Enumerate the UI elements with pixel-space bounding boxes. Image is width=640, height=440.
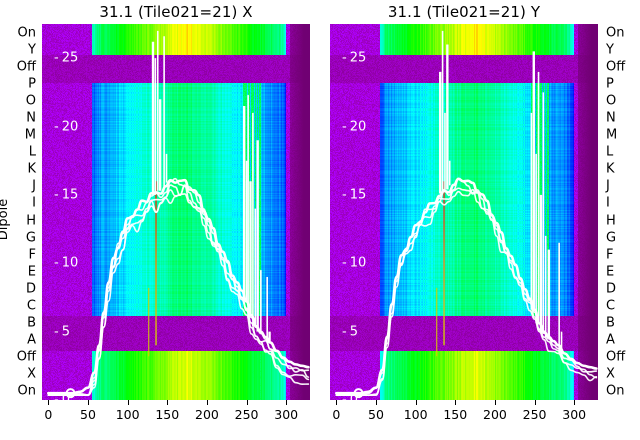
- category-tick-right-10: I: [606, 195, 610, 211]
- category-tick-left-4: O: [25, 93, 36, 109]
- x-tick-mark-0: [48, 400, 50, 405]
- x-tick-mark-50: [87, 400, 89, 405]
- category-tick-left-6: M: [24, 127, 36, 143]
- panel-title-y: 31.1 (Tile021=21) Y: [387, 3, 541, 21]
- x-tick-mark-150: [455, 400, 457, 405]
- category-tick-right-8: K: [606, 161, 615, 177]
- category-tick-left-5: N: [26, 110, 36, 126]
- x-tick-mark-0: [336, 400, 338, 405]
- category-tick-right-16: C: [606, 298, 616, 314]
- x-tick-label-150: 150: [443, 407, 468, 422]
- x-tick-mark-300: [286, 400, 288, 405]
- profile-trace: [335, 188, 598, 397]
- category-tick-right-17: B: [606, 315, 615, 331]
- profile-curve-x: [47, 30, 310, 399]
- category-tick-left-12: G: [25, 230, 36, 246]
- category-tick-right-14: E: [606, 264, 615, 280]
- category-tick-right-0: On: [606, 25, 625, 41]
- category-tick-right-1: Y: [606, 42, 614, 58]
- category-tick-left-14: E: [27, 264, 36, 280]
- profile-marker: [65, 388, 76, 399]
- heatmap-image-y: [330, 24, 598, 400]
- profile-trace: [47, 185, 310, 397]
- x-tick-label-250: 250: [522, 407, 547, 422]
- category-tick-right-2: Off: [606, 59, 626, 75]
- category-tick-right-13: F: [606, 247, 614, 263]
- category-tick-left-20: X: [27, 366, 36, 382]
- profile-trace: [47, 177, 310, 397]
- category-tick-right-6: M: [606, 127, 618, 143]
- category-tick-right-18: A: [606, 332, 615, 348]
- x-tick-mark-150: [167, 400, 169, 405]
- category-tick-left-21: On: [17, 383, 36, 399]
- category-tick-right-5: N: [606, 110, 616, 126]
- x-tick-mark-50: [375, 400, 377, 405]
- category-tick-left-7: L: [28, 144, 36, 160]
- category-tick-left-10: I: [32, 195, 36, 211]
- x-tick-mark-200: [494, 400, 496, 405]
- profile-trace: [335, 187, 598, 397]
- x-tick-mark-250: [534, 400, 536, 405]
- x-tick-label-50: 50: [80, 407, 96, 422]
- category-tick-right-4: O: [606, 93, 617, 109]
- panel-title-x: 31.1 (Tile021=21) X: [99, 3, 253, 21]
- category-tick-right-3: P: [606, 76, 614, 92]
- x-tick-label-300: 300: [562, 407, 587, 422]
- category-tick-left-18: A: [27, 332, 36, 348]
- heatmap-panel-x[interactable]: [42, 24, 310, 400]
- category-tick-left-19: Off: [16, 349, 36, 365]
- category-axis-left: On Y Off P O N M L K J I H G F E D C B A Off X On: [0, 24, 40, 400]
- category-tick-left-9: J: [32, 178, 36, 194]
- category-tick-right-19: Off: [606, 349, 626, 365]
- profile-trace: [335, 177, 598, 395]
- category-tick-left-0: On: [17, 25, 36, 41]
- x-axis-panel-x: 0 50 100 150 200 250 300: [42, 400, 310, 434]
- x-tick-label-200: 200: [482, 407, 507, 422]
- x-tick-label-50: 50: [368, 407, 384, 422]
- category-tick-left-17: B: [27, 315, 36, 331]
- profile-marker: [353, 388, 364, 399]
- x-tick-label-200: 200: [194, 407, 219, 422]
- profile-trace: [47, 178, 310, 395]
- x-axis-panel-y: 0 50 100 150 200 250 300: [330, 400, 598, 434]
- category-tick-left-15: D: [25, 281, 36, 297]
- x-tick-label-100: 100: [115, 407, 140, 422]
- x-tick-mark-300: [574, 400, 576, 405]
- profile-trace: [335, 178, 598, 397]
- x-tick-mark-100: [127, 400, 129, 405]
- category-tick-right-20: X: [606, 366, 615, 382]
- x-tick-label-150: 150: [155, 407, 180, 422]
- heatmap-panel-y[interactable]: [330, 24, 598, 400]
- category-tick-right-9: J: [606, 178, 610, 194]
- profile-trace: [47, 193, 310, 397]
- category-tick-left-16: C: [26, 298, 36, 314]
- x-tick-label-300: 300: [274, 407, 299, 422]
- category-tick-right-21: On: [606, 383, 625, 399]
- x-tick-mark-100: [415, 400, 417, 405]
- x-tick-label-250: 250: [234, 407, 259, 422]
- x-tick-label-100: 100: [403, 407, 428, 422]
- x-tick-label-0: 0: [44, 407, 53, 422]
- category-tick-left-11: H: [26, 213, 36, 229]
- profile-trace: [47, 184, 310, 397]
- profile-curve-y: [335, 30, 598, 399]
- x-tick-mark-200: [206, 400, 208, 405]
- x-tick-mark-250: [246, 400, 248, 405]
- category-tick-right-7: L: [606, 144, 614, 160]
- category-tick-left-1: Y: [28, 42, 36, 58]
- category-tick-right-15: D: [606, 281, 617, 297]
- category-tick-right-12: G: [606, 230, 617, 246]
- x-tick-label-0: 0: [332, 407, 341, 422]
- category-axis-right: On Y Off P O N M L K J I H G F E D C B A Off X On: [600, 24, 640, 400]
- category-tick-left-13: F: [28, 247, 36, 263]
- category-tick-left-8: K: [27, 161, 36, 177]
- category-tick-left-3: P: [28, 76, 36, 92]
- category-tick-right-11: H: [606, 213, 616, 229]
- category-tick-left-2: Off: [16, 59, 36, 75]
